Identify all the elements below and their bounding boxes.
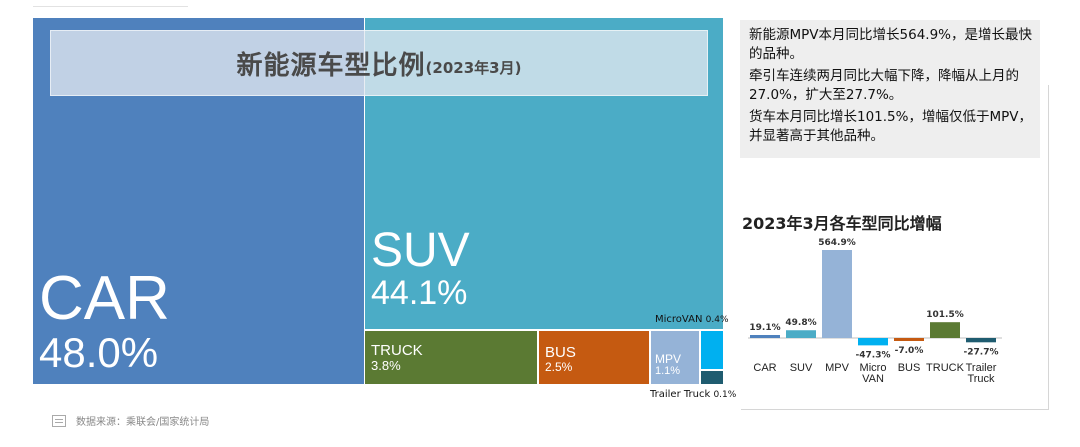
bar-mpv [822,250,852,338]
right-panel-frame [741,85,1049,410]
bar-category-trailer-truck-1: Truck [967,373,995,385]
treemap-outer-label-trailer-truck: Trailer Truck 0.1% [650,389,737,400]
bar-car [750,335,780,338]
treemap-cell-mpv: MPV 1.1% [651,331,699,384]
bar-value-car: 19.1% [749,323,780,333]
treemap-value-car: 48.0% [39,329,159,377]
source-icon [52,414,66,427]
bar-micro-van [858,338,888,346]
treemap-cell-truck: TRUCK 3.8% [365,331,537,384]
bar-category-micro-van-0: Micro [860,362,887,374]
chart-subtitle: (2023年3月) [425,58,522,77]
bar-value-mpv: 564.9% [818,238,856,248]
bar-category-suv: SUV [790,362,813,374]
bar-chart-title: 2023年3月各车型同比增幅 [742,214,942,233]
note-truck: 货车本月同比增长101.5%，增幅仅低于MPV，并显著高于其他品种。 [749,109,1032,144]
treemap-label-car: CAR [39,264,170,333]
bar-category-truck: TRUCK [926,362,965,374]
bar-category-bus: BUS [898,362,921,374]
treemap-label-bus: BUS [545,344,576,361]
treemap-label-truck: TRUCK [371,342,423,359]
bar-category-trailer-truck-0: Trailer [966,362,997,374]
notes-box: 新能源MPV本月同比增长564.9%，是增长最快的品种。 牵引车连续两月同比大幅… [740,20,1040,158]
bar-suv [786,330,816,338]
treemap-value-truck: 3.8% [371,357,401,373]
bar-trailer-truck [966,338,996,343]
data-source: 数据来源：乘联会/国家统计局 [52,413,209,428]
treemap-label-mpv: MPV [655,352,682,366]
bar-value-micro-van: -47.3% [856,350,891,360]
bar-category-micro-van-1: VAN [862,373,884,385]
treemap-cell-bus: BUS 2.5% [539,331,649,384]
treemap-value-suv: 44.1% [371,274,468,313]
treemap-cell-microvan [701,331,723,369]
note-mpv: 新能源MPV本月同比增长564.9%，是增长最快的品种。 [749,27,1032,62]
bar-value-suv: 49.8% [785,318,816,328]
bar-value-trailer-truck: -27.7% [964,347,999,357]
chart-title-band: 新能源车型比例 (2023年3月) [50,30,708,96]
top-divider [33,6,188,7]
bar-category-mpv: MPV [825,362,850,374]
note-trailer-truck: 牵引车连续两月同比大幅下降，降幅从上月的27.0%，扩大至27.7%。 [749,68,1019,103]
treemap-cell-trailer-truck [701,371,723,384]
bar-category-car: CAR [753,362,776,374]
bar-value-bus: -7.0% [895,346,924,356]
source-text: 数据来源：乘联会/国家统计局 [76,417,210,428]
bar-truck [930,322,960,338]
treemap-value-bus: 2.5% [545,359,573,374]
treemap-label-suv: SUV [371,224,470,277]
bar-bus [894,338,924,341]
chart-title: 新能源车型比例 [236,50,426,81]
treemap-outer-label-microvan: MicroVAN 0.4% [655,314,729,325]
bar-chart: 19.1% CAR 49.8% SUV 564.9% MPV -47.3% MicroVAN -… [748,238,1002,385]
treemap-value-mpv: 1.1% [655,364,681,377]
bar-value-truck: 101.5% [926,310,964,320]
